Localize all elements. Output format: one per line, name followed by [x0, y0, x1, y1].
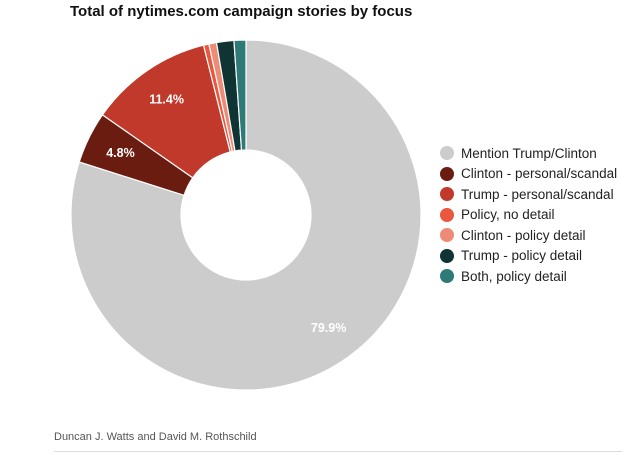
chart-legend: Mention Trump/Clinton Clinton - personal… [440, 143, 617, 287]
footer-divider [54, 451, 622, 452]
slice-value-label: 4.8% [106, 146, 135, 160]
legend-label-mention-trump-clinton: Mention Trump/Clinton [461, 145, 597, 161]
legend-item-trump-personal-scandal: Trump - personal/scandal [440, 184, 617, 205]
legend-item-clinton-policy-detail: Clinton - policy detail [440, 225, 617, 246]
legend-swatch-trump-policy-detail [440, 248, 454, 263]
legend-swatch-clinton-policy-detail [440, 228, 454, 243]
slice-value-label: 11.4% [149, 93, 184, 107]
slice-value-label: 79.9% [311, 321, 346, 335]
legend-label-clinton-policy-detail: Clinton - policy detail [461, 227, 586, 243]
legend-label-policy-no-detail: Policy, no detail [461, 207, 555, 223]
legend-label-both-policy-detail: Both, policy detail [461, 268, 567, 284]
legend-item-mention-trump-clinton: Mention Trump/Clinton [440, 143, 617, 164]
legend-label-trump-policy-detail: Trump - policy detail [461, 248, 583, 264]
chart-title: Total of nytimes.com campaign stories by… [70, 3, 413, 20]
legend-swatch-clinton-personal-scandal [440, 166, 454, 181]
donut-slice-mention-trump-clinton [70, 39, 422, 391]
donut-slice-both-policy-detail [233, 39, 247, 151]
legend-swatch-policy-no-detail [440, 207, 454, 222]
source-credit: Duncan J. Watts and David M. Rothschild [54, 431, 257, 443]
donut-slice-trump-personal-scandal [101, 44, 231, 179]
legend-item-clinton-personal-scandal: Clinton - personal/scandal [440, 164, 617, 185]
legend-item-both-policy-detail: Both, policy detail [440, 266, 617, 287]
legend-swatch-mention-trump-clinton [440, 146, 454, 161]
legend-item-trump-policy-detail: Trump - policy detail [440, 246, 617, 267]
legend-swatch-both-policy-detail [440, 269, 454, 284]
legend-label-trump-personal-scandal: Trump - personal/scandal [461, 186, 614, 202]
legend-item-policy-no-detail: Policy, no detail [440, 205, 617, 226]
legend-swatch-trump-personal-scandal [440, 187, 454, 202]
legend-label-clinton-personal-scandal: Clinton - personal/scandal [461, 166, 618, 182]
